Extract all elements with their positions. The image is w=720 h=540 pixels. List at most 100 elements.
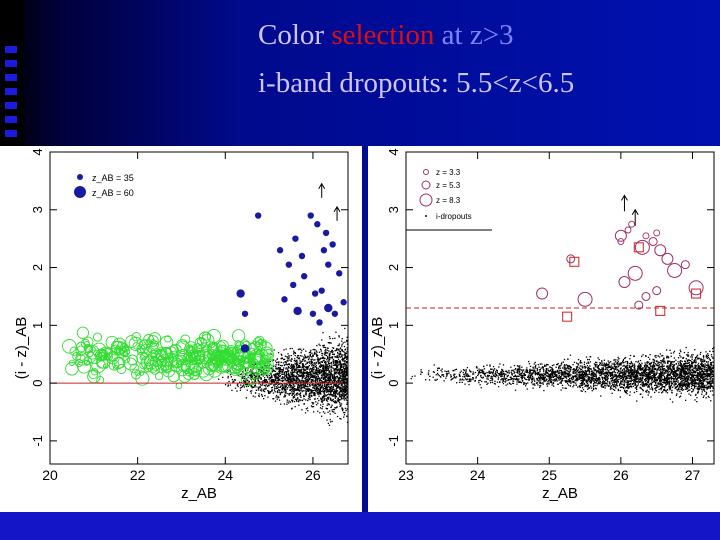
- star-point: [319, 372, 322, 374]
- star-point: [627, 381, 630, 383]
- star-point: [534, 361, 536, 364]
- star-point: [306, 385, 308, 387]
- star-point: [341, 380, 344, 382]
- star-point: [292, 385, 294, 387]
- green-galaxy-circle: [255, 361, 270, 376]
- star-point: [333, 381, 336, 383]
- star-point: [274, 400, 277, 402]
- star-point: [271, 381, 273, 383]
- star-point: [647, 386, 649, 388]
- star-point: [284, 372, 286, 374]
- star-point: [694, 366, 696, 368]
- star-point: [619, 370, 622, 372]
- star-point: [260, 390, 263, 392]
- star-point: [528, 379, 530, 381]
- star-point: [312, 355, 314, 357]
- star-point: [284, 385, 287, 388]
- star-point: [332, 400, 334, 403]
- star-point: [251, 374, 253, 376]
- star-point: [320, 376, 322, 379]
- star-point: [314, 393, 316, 396]
- star-point: [290, 385, 292, 387]
- star-point: [278, 396, 280, 398]
- star-point: [692, 354, 694, 356]
- star-point: [303, 387, 305, 389]
- star-point: [453, 376, 456, 378]
- y-tick-label: 2: [30, 264, 45, 271]
- star-point: [328, 368, 330, 370]
- green-galaxy-circle: [65, 362, 79, 376]
- star-point: [601, 378, 604, 380]
- star-point: [585, 380, 587, 382]
- star-point: [275, 364, 277, 366]
- star-point: [626, 370, 628, 373]
- star-point: [303, 395, 305, 398]
- star-point: [257, 389, 259, 391]
- star-point: [345, 357, 347, 359]
- star-point: [667, 377, 669, 379]
- star-point: [297, 376, 299, 379]
- star-point: [240, 384, 242, 386]
- star-point: [299, 389, 301, 391]
- star-point: [316, 370, 319, 372]
- star-point: [253, 373, 256, 375]
- star-point: [491, 381, 494, 384]
- star-point: [343, 351, 345, 353]
- star-point: [286, 357, 289, 359]
- star-point: [291, 388, 294, 390]
- star-point: [291, 387, 293, 389]
- star-point: [552, 372, 554, 374]
- star-point: [666, 349, 668, 351]
- star-point: [529, 376, 531, 378]
- star-point: [703, 389, 705, 391]
- star-point: [712, 350, 714, 353]
- star-point: [581, 368, 583, 370]
- star-point: [343, 377, 345, 379]
- star-point: [303, 398, 305, 400]
- star-point: [337, 387, 339, 389]
- star-point: [341, 390, 343, 392]
- legend-label: z_AB = 60: [92, 188, 134, 198]
- star-point: [307, 375, 309, 377]
- star-point: [492, 372, 494, 374]
- star-point: [569, 365, 571, 368]
- star-point: [636, 374, 639, 377]
- star-point: [307, 377, 310, 379]
- star-point: [576, 380, 578, 382]
- star-point: [331, 373, 333, 376]
- star-point: [533, 363, 535, 365]
- star-point: [602, 369, 604, 371]
- star-point: [296, 379, 298, 382]
- star-point: [323, 371, 325, 374]
- star-point: [595, 372, 598, 374]
- star-point: [259, 387, 261, 389]
- star-point: [258, 383, 260, 385]
- star-point: [285, 348, 287, 350]
- star-point: [319, 386, 321, 388]
- green-galaxy-circle: [260, 339, 268, 346]
- star-point: [274, 391, 276, 393]
- star-point: [297, 357, 299, 360]
- star-point: [708, 396, 710, 399]
- star-point: [289, 389, 291, 391]
- star-point: [301, 375, 303, 377]
- star-point: [288, 402, 290, 404]
- star-point: [335, 388, 337, 390]
- star-point: [487, 382, 489, 384]
- star-point: [260, 377, 262, 379]
- star-point: [311, 369, 313, 372]
- star-point: [338, 356, 340, 358]
- star-point: [323, 370, 325, 372]
- star-point: [319, 412, 321, 414]
- star-point: [626, 381, 628, 384]
- star-point: [510, 376, 512, 378]
- star-point: [327, 398, 329, 400]
- star-point: [306, 389, 308, 391]
- star-point: [231, 389, 233, 391]
- star-point: [313, 375, 315, 377]
- star-point: [661, 386, 663, 388]
- star-point: [335, 396, 338, 398]
- star-point: [582, 376, 584, 378]
- star-point: [296, 400, 298, 402]
- star-point: [313, 373, 315, 375]
